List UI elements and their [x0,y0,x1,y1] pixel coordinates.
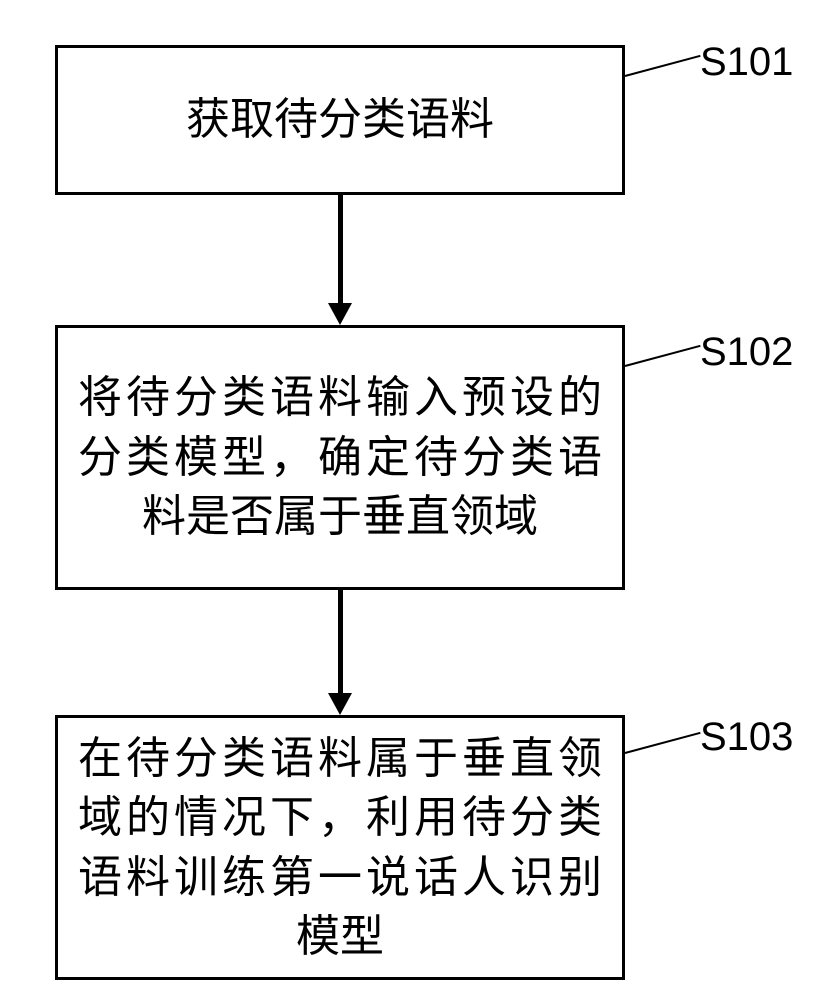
step-label-s102: S102 [700,330,793,375]
node-text: 在待分类语料属于垂直领域的情况下，利用待分类语料训练第一说话人识别模型 [78,729,602,967]
step-label-s101: S101 [700,40,793,85]
arrow-head-2 [328,693,352,715]
flow-node-s101: 获取待分类语料 [55,45,625,195]
lead-line-s103 [625,732,701,754]
arrow-shaft-1 [338,195,343,303]
node-text: 将待分类语料输入预设的分类模型，确定待分类语料是否属于垂直领域 [78,368,602,546]
flow-node-s102: 将待分类语料输入预设的分类模型，确定待分类语料是否属于垂直领域 [55,325,625,590]
lead-line-s102 [625,345,701,367]
flow-node-s103: 在待分类语料属于垂直领域的情况下，利用待分类语料训练第一说话人识别模型 [55,715,625,980]
arrow-head-1 [328,303,352,325]
step-label-s103: S103 [700,715,793,760]
arrow-shaft-2 [338,590,343,693]
flowchart-canvas: { "nodes": [ { "id": "s101", "label": "S… [0,0,834,1000]
node-text: 获取待分类语料 [186,90,494,149]
lead-line-s101 [625,55,701,77]
